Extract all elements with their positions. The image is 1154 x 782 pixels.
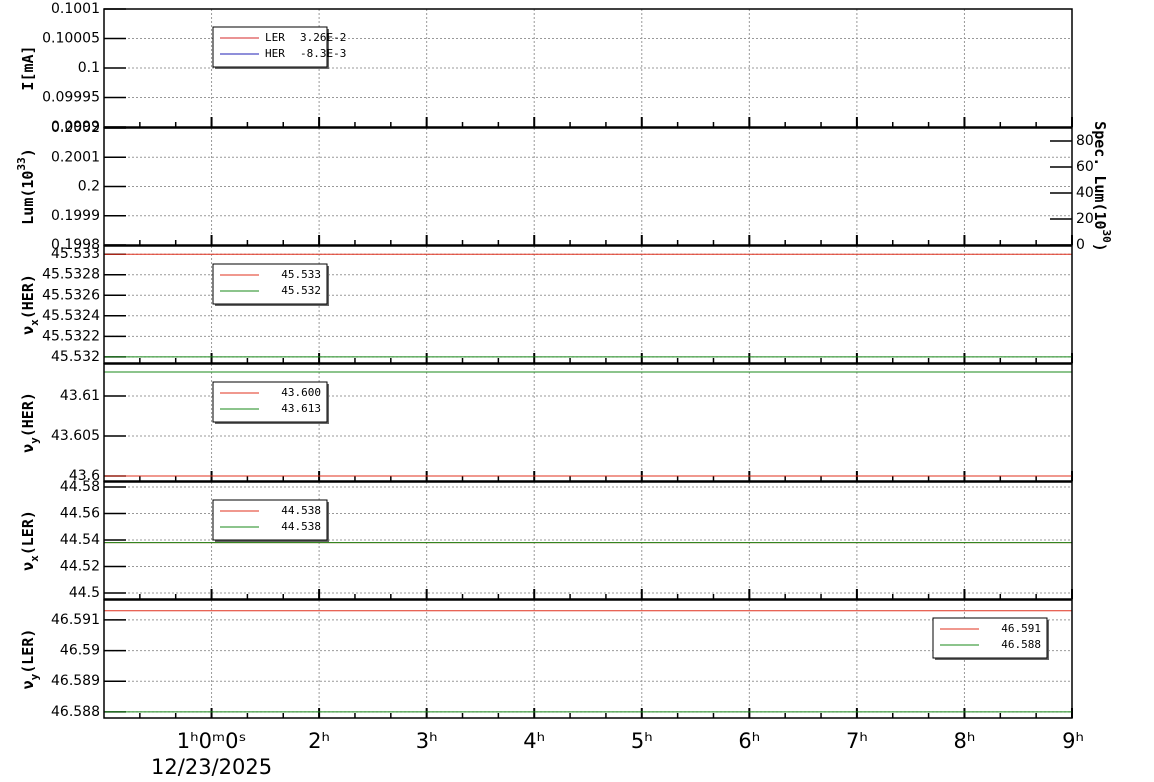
axis-title: νx(HER) bbox=[19, 274, 41, 335]
legend-box bbox=[932, 617, 1048, 659]
axis-title-part: ν bbox=[19, 444, 37, 453]
y-tick-label: 46.588 bbox=[51, 704, 100, 720]
y-tick-label: 46.591 bbox=[51, 612, 100, 628]
y2-tick-label: 20 bbox=[1076, 211, 1094, 227]
panel-frame bbox=[103, 8, 1073, 128]
panel-frame bbox=[103, 363, 1073, 482]
axis-title-part: (LER) bbox=[19, 510, 37, 555]
axis-title-part: I[mA] bbox=[19, 45, 37, 90]
y-tick-label: 43.6 bbox=[69, 468, 100, 484]
axis-title-part: ν bbox=[19, 326, 37, 335]
axis-title: Spec. Lum(1030) bbox=[1092, 121, 1114, 252]
axis-title-part: (HER) bbox=[19, 392, 37, 437]
axis-title: νy(LER) bbox=[19, 629, 41, 690]
legend-label: 46.591 bbox=[1001, 622, 1041, 635]
axis-title-part: (HER) bbox=[19, 274, 37, 319]
axis-title-part: 33 bbox=[15, 157, 28, 170]
legend-label: 43.613 bbox=[281, 402, 321, 415]
x-axis-label: 12/23/2025 bbox=[151, 755, 272, 779]
y-tick-label: 0.2001 bbox=[51, 149, 100, 165]
y-tick-label: 0.2 bbox=[78, 179, 100, 195]
legend: LER 3.26E-2 HER -8.3E-3 bbox=[212, 26, 346, 69]
axis-title: Lum(1033) bbox=[15, 148, 37, 224]
legend-box bbox=[212, 381, 328, 423]
y-tick-label: 44.5 bbox=[69, 585, 100, 601]
x-tick-label: 1ʰ0ᵐ0ˢ bbox=[177, 729, 247, 753]
y-tick-label: 45.532 bbox=[51, 349, 100, 365]
y-tick-label: 46.589 bbox=[51, 673, 100, 689]
axis-title-part: (LER) bbox=[19, 629, 37, 674]
axis-title-part: 30 bbox=[1101, 230, 1114, 243]
legend: 45.533 45.532 bbox=[212, 263, 329, 306]
y-tick-label: 0.09995 bbox=[42, 90, 100, 106]
y-tick-label: 0.1999 bbox=[51, 208, 100, 224]
legend-label: 44.538 bbox=[281, 504, 321, 517]
y2-tick-label: 60 bbox=[1076, 159, 1094, 175]
axis-title-part: ν bbox=[19, 680, 37, 689]
legend-box bbox=[212, 26, 328, 68]
y-tick-label: 43.605 bbox=[51, 428, 100, 444]
y-tick-label: 45.533 bbox=[51, 246, 100, 262]
panel-frame bbox=[103, 481, 1073, 600]
y-tick-label: 0.0999 bbox=[51, 119, 100, 135]
y-tick-label: 45.5322 bbox=[42, 328, 100, 344]
x-tick-label: 6ʰ bbox=[738, 729, 760, 753]
y-tick-label: 44.58 bbox=[60, 479, 100, 495]
legend: 46.591 46.588 bbox=[932, 617, 1049, 660]
legend-label: LER bbox=[265, 31, 285, 44]
axis-title: νy(HER) bbox=[19, 392, 41, 453]
y-tick-label: 0.1 bbox=[78, 60, 100, 76]
panel-frame bbox=[103, 127, 1073, 246]
axis-title-part: y bbox=[28, 673, 41, 680]
x-tick-label: 5ʰ bbox=[631, 729, 653, 753]
legend: 44.538 44.538 bbox=[212, 499, 329, 542]
axis-title-part: y bbox=[28, 437, 41, 444]
legend-label: 44.538 bbox=[281, 520, 321, 533]
legend-box bbox=[212, 263, 328, 305]
x-tick-label: 4ʰ bbox=[523, 729, 545, 753]
y-tick-label: 0.10005 bbox=[42, 31, 100, 47]
y-tick-label: 0.1998 bbox=[51, 237, 100, 253]
legend: 43.600 43.613 bbox=[212, 381, 329, 424]
y-tick-label: 0.2002 bbox=[51, 120, 100, 136]
y2-tick-label: 0 bbox=[1076, 237, 1085, 253]
y-tick-label: 45.5326 bbox=[42, 287, 100, 303]
legend-label: 45.532 bbox=[281, 284, 321, 297]
axis-title-part: x bbox=[28, 319, 41, 326]
y-tick-label: 45.5328 bbox=[42, 267, 100, 283]
axis-title-part: x bbox=[28, 555, 41, 562]
y-tick-label: 46.59 bbox=[60, 643, 100, 659]
panel-frame bbox=[103, 599, 1073, 719]
axis-title-part: ν bbox=[19, 562, 37, 571]
x-tick-label: 2ʰ bbox=[308, 729, 330, 753]
axis-title: νx(LER) bbox=[19, 510, 41, 571]
panel-frame bbox=[103, 245, 1073, 364]
x-tick-label: 3ʰ bbox=[416, 729, 438, 753]
legend-label: 45.533 bbox=[281, 268, 321, 281]
y-tick-label: 44.52 bbox=[60, 559, 100, 575]
x-tick-label: 9ʰ bbox=[1062, 729, 1084, 753]
y-tick-label: 43.61 bbox=[60, 388, 100, 404]
y-tick-label: 0.1001 bbox=[51, 1, 100, 17]
axis-title-part: ) bbox=[19, 148, 37, 157]
x-tick-label: 7ʰ bbox=[846, 729, 868, 753]
legend-box bbox=[212, 499, 328, 541]
legend-label: 43.600 bbox=[281, 386, 321, 399]
x-tick-label: 8ʰ bbox=[954, 729, 976, 753]
legend-label: HER bbox=[265, 47, 285, 60]
axis-title: I[mA] bbox=[19, 45, 37, 90]
legend-value: 3.26E-2 bbox=[300, 31, 346, 44]
axis-title-part: Spec. Lum(10 bbox=[1092, 121, 1110, 229]
legend-value: -8.3E-3 bbox=[300, 47, 346, 60]
y-tick-label: 45.5324 bbox=[42, 308, 100, 324]
y-tick-label: 44.54 bbox=[60, 532, 100, 548]
y2-tick-label: 40 bbox=[1076, 185, 1094, 201]
axis-title-part: ) bbox=[1092, 243, 1110, 252]
y2-tick-label: 80 bbox=[1076, 133, 1094, 149]
axis-title-part: Lum(10 bbox=[19, 171, 37, 225]
legend-label: 46.588 bbox=[1001, 638, 1041, 651]
y-tick-label: 44.56 bbox=[60, 506, 100, 522]
